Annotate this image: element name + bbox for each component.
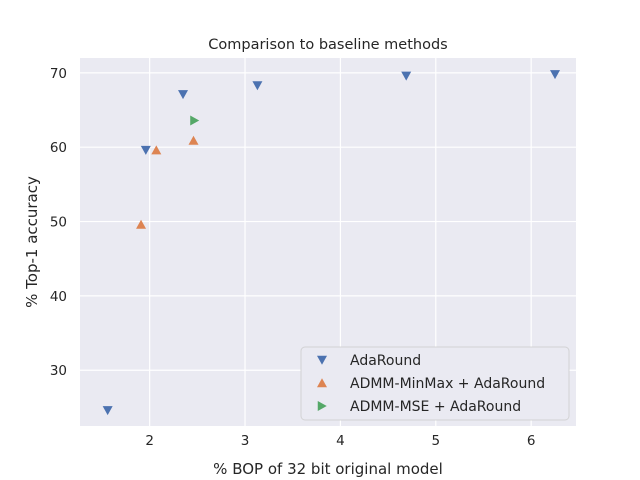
legend-label-adaround: AdaRound xyxy=(350,353,421,369)
x-tick-labels: 2 3 4 5 6 xyxy=(145,433,535,449)
legend: AdaRound ADMM-MinMax + AdaRound ADMM-MSE… xyxy=(300,346,570,421)
y-axis-label: % Top-1 accuracy xyxy=(23,176,41,308)
legend-marker-series-0 xyxy=(317,355,327,365)
data-point-series-2 xyxy=(190,115,200,126)
legend-marker-series-2 xyxy=(317,401,327,411)
x-tick-label: 4 xyxy=(336,433,345,449)
data-point-series-1 xyxy=(188,135,199,145)
data-point-series-0 xyxy=(178,90,189,100)
data-point-series-1 xyxy=(151,145,162,155)
y-tick-label: 70 xyxy=(50,66,67,82)
x-tick-label: 2 xyxy=(145,433,154,449)
y-tick-label: 40 xyxy=(50,289,67,305)
data-point-series-0 xyxy=(550,70,561,80)
legend-marker-series-1 xyxy=(317,378,327,388)
y-tick-label: 50 xyxy=(50,215,67,231)
chart-title: Comparison to baseline methods xyxy=(208,37,447,53)
data-point-series-0 xyxy=(401,71,412,81)
y-tick-label: 30 xyxy=(50,363,67,379)
legend-label-admm-mse: ADMM-MSE + AdaRound xyxy=(350,399,521,415)
x-axis-label: % BOP of 32 bit original model xyxy=(213,460,443,478)
data-points xyxy=(102,70,561,416)
x-tick-label: 5 xyxy=(431,433,440,449)
y-tick-label: 60 xyxy=(50,140,67,156)
data-point-series-0 xyxy=(252,81,263,91)
x-tick-label: 3 xyxy=(241,433,250,449)
y-tick-labels: 30 40 50 60 70 xyxy=(50,66,67,379)
data-point-series-0 xyxy=(102,406,113,416)
legend-label-admm-minmax: ADMM-MinMax + AdaRound xyxy=(350,376,545,392)
legend-box xyxy=(300,346,570,421)
data-point-series-1 xyxy=(136,219,147,229)
data-point-series-0 xyxy=(140,145,151,155)
x-tick-label: 6 xyxy=(527,433,536,449)
